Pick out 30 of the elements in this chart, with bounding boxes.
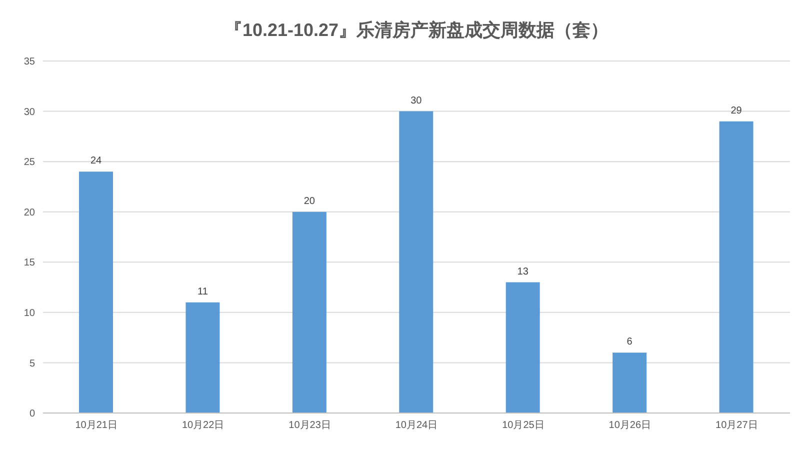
y-tick-label: 10 <box>24 308 36 319</box>
bar <box>79 172 113 413</box>
y-tick-label: 30 <box>24 106 36 118</box>
x-tick-label: 10月25日 <box>502 420 544 432</box>
data-label: 30 <box>410 95 422 106</box>
data-label: 24 <box>90 156 102 167</box>
data-label: 29 <box>730 105 742 116</box>
y-tick-label: 15 <box>24 258 36 269</box>
y-tick-label: 35 <box>24 56 36 68</box>
data-label: 6 <box>626 336 633 348</box>
x-tick-label: 10月26日 <box>608 420 652 432</box>
x-tick-label: 10月22日 <box>182 420 224 432</box>
y-tick-label: 20 <box>24 207 36 218</box>
x-tick-label: 10月27日 <box>716 420 758 432</box>
x-tick-label: 10月21日 <box>75 420 118 432</box>
bar <box>399 111 434 413</box>
chart-title: 『10.21-10.27』乐清房产新盘成交周数据（套） <box>223 19 610 42</box>
bar <box>719 121 754 413</box>
bar <box>292 212 326 413</box>
bar <box>186 302 220 413</box>
data-label: 20 <box>304 196 316 207</box>
bar <box>506 282 540 413</box>
x-tick-label: 10月23日 <box>288 420 331 432</box>
data-label: 13 <box>517 266 529 278</box>
bar <box>612 352 647 413</box>
y-tick-label: 5 <box>29 358 36 370</box>
y-tick-label: 25 <box>24 157 36 168</box>
x-tick-label: 10月24日 <box>395 420 438 432</box>
data-label: 11 <box>198 286 208 298</box>
y-tick-label: 0 <box>29 408 36 420</box>
